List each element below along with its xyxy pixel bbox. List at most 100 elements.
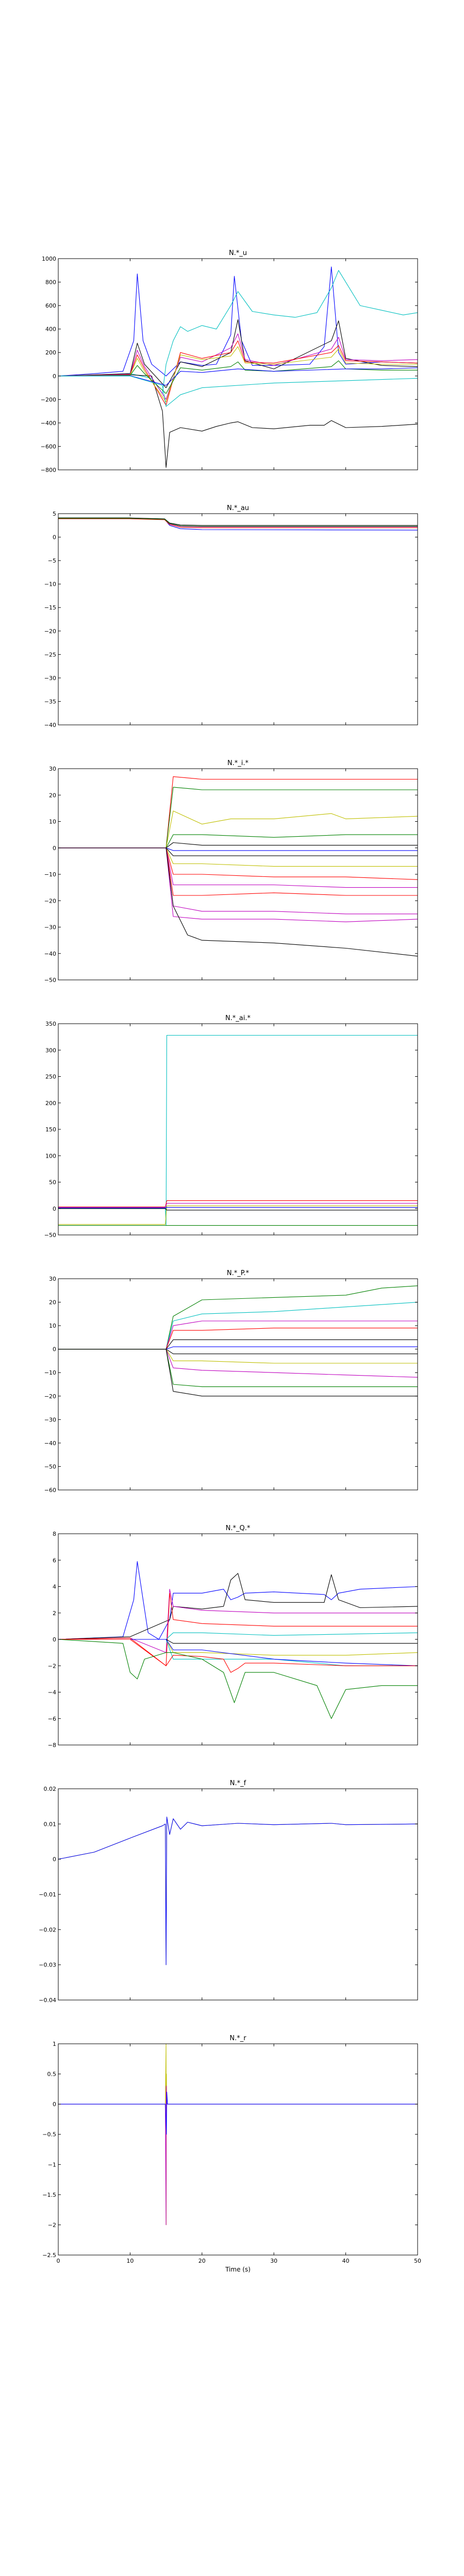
series-line-4 <box>58 1200 418 1208</box>
axes-frame <box>58 513 418 725</box>
y-tick-label: −0.03 <box>39 1962 56 1969</box>
y-tick-label: 800 <box>45 279 56 286</box>
series-line-2 <box>58 1817 418 1965</box>
y-tick-label: 0.01 <box>44 1821 57 1827</box>
series-line-11 <box>58 1349 418 1397</box>
series-group <box>58 517 418 531</box>
y-tick-label: 30 <box>49 1276 56 1282</box>
series-line-1 <box>58 266 418 377</box>
series-line-3 <box>58 1320 418 1350</box>
chart-panel-2: N.*_au −40 −35 −30 −25 −20 −15 −10 −5 0 5 <box>44 504 418 728</box>
y-tick-label: −2.5 <box>42 2252 56 2259</box>
y-tick-label: −5 <box>48 557 56 564</box>
series-line-4 <box>58 518 418 528</box>
y-tick-label: 300 <box>45 1047 56 1054</box>
y-tick-label: −4 <box>48 1689 56 1696</box>
y-tick-label: 400 <box>45 326 56 333</box>
series-line-10 <box>58 376 418 407</box>
series-line-4 <box>58 834 418 849</box>
chart-title: N.*_f <box>230 1780 246 1787</box>
y-tick-label: −0.01 <box>39 1891 56 1898</box>
y-tick-label: 1000 <box>42 256 56 262</box>
series-line-5 <box>58 333 418 400</box>
y-tick-label: 10 <box>49 819 56 825</box>
series-line-10 <box>58 848 418 888</box>
x-tick-label: 10 <box>126 2258 134 2264</box>
y-tick-label: 20 <box>49 792 56 799</box>
series-line-1 <box>58 518 418 531</box>
y-tick-label: −600 <box>41 443 56 450</box>
y-tick-label: 2 <box>53 1610 56 1617</box>
series-line-6 <box>58 848 418 851</box>
chart-title: N.*_r <box>229 2035 246 2042</box>
y-tick-label: 1 <box>53 2041 56 2047</box>
y-tick-label: −0.02 <box>39 1926 56 1933</box>
series-line-5 <box>58 1339 418 1350</box>
y-tick-label: −8 <box>48 1742 56 1749</box>
y-tick-label: −30 <box>44 924 56 931</box>
chart-title: N.*_ai.* <box>225 1014 251 1022</box>
y-tick-label: −30 <box>44 1416 56 1423</box>
series-group <box>58 266 418 468</box>
series-group <box>58 1817 418 1965</box>
chart-title: N.*_P.* <box>227 1269 250 1277</box>
y-tick-label: −800 <box>41 467 56 473</box>
chart-title: N.*_u <box>229 249 247 257</box>
x-tick-label: 0 <box>57 2258 60 2264</box>
y-tick-label: −15 <box>44 604 56 611</box>
y-tick-label: 10 <box>49 1323 56 1329</box>
series-line-8 <box>58 1349 418 1364</box>
y-tick-label: −1.5 <box>42 2192 56 2198</box>
y-tick-label: 8 <box>53 1531 56 1537</box>
y-tick-label: 150 <box>45 1126 56 1133</box>
y-tick-label: 600 <box>45 302 56 309</box>
y-tick-label: −1 <box>48 2161 56 2168</box>
axes-frame <box>58 1278 418 1490</box>
y-tick-label: −40 <box>44 722 56 728</box>
axes-frame <box>58 1788 418 2001</box>
series-line-1 <box>58 1817 418 1965</box>
y-tick-label: −200 <box>41 396 56 403</box>
series-line-7 <box>58 346 418 402</box>
x-tick-label: 30 <box>270 2258 277 2264</box>
y-tick-label: 6 <box>53 1557 56 1564</box>
y-tick-label: −20 <box>44 897 56 904</box>
series-line-1 <box>58 1035 418 1226</box>
series-line-1 <box>58 1561 418 1640</box>
y-tick-label: −50 <box>44 1463 56 1470</box>
y-tick-label: 200 <box>45 1100 56 1107</box>
series-line-10 <box>58 1349 418 1387</box>
series-line-2 <box>58 1573 418 1640</box>
y-tick-label: −10 <box>44 1369 56 1376</box>
chart-panel-7: N.*_f −0.04 −0.03 −0.02 −0.01 0 0.01 0.02 <box>39 1780 418 2004</box>
series-line-2 <box>58 2086 418 2225</box>
series-line-6 <box>58 1346 418 1350</box>
series-group <box>58 1035 418 1226</box>
y-tick-label: 0 <box>53 1636 56 1643</box>
series-line-8 <box>58 360 418 394</box>
series-line-9 <box>58 367 418 386</box>
series-line-12 <box>58 848 418 914</box>
series-line-14 <box>58 848 418 957</box>
y-tick-label: 50 <box>49 1179 56 1186</box>
chart-panel-5: N.*_P.* −60 −50 −40 −30 −20 −10 0 10 20 30 <box>44 1269 418 1494</box>
series-line-7 <box>58 1208 418 1211</box>
axes-frame <box>58 258 418 470</box>
series-line-3 <box>58 2092 418 2135</box>
y-tick-label: 200 <box>45 349 56 356</box>
y-tick-label: 4 <box>53 1584 56 1590</box>
series-line-6 <box>58 340 418 406</box>
y-tick-label: 0 <box>53 1856 56 1863</box>
y-tick-label: −2 <box>48 1663 56 1669</box>
y-tick-label: −0.04 <box>39 1997 56 2004</box>
series-group <box>58 1285 418 1397</box>
series-line-9 <box>58 848 418 880</box>
y-tick-label: 0 <box>53 534 56 541</box>
series-line-1 <box>58 776 418 849</box>
y-tick-label: 20 <box>49 1299 56 1306</box>
y-tick-label: 0.5 <box>47 2071 57 2078</box>
x-axis-label: Time (s) <box>225 2266 251 2273</box>
y-tick-label: 250 <box>45 1074 56 1080</box>
x-tick-label: 50 <box>414 2258 421 2264</box>
